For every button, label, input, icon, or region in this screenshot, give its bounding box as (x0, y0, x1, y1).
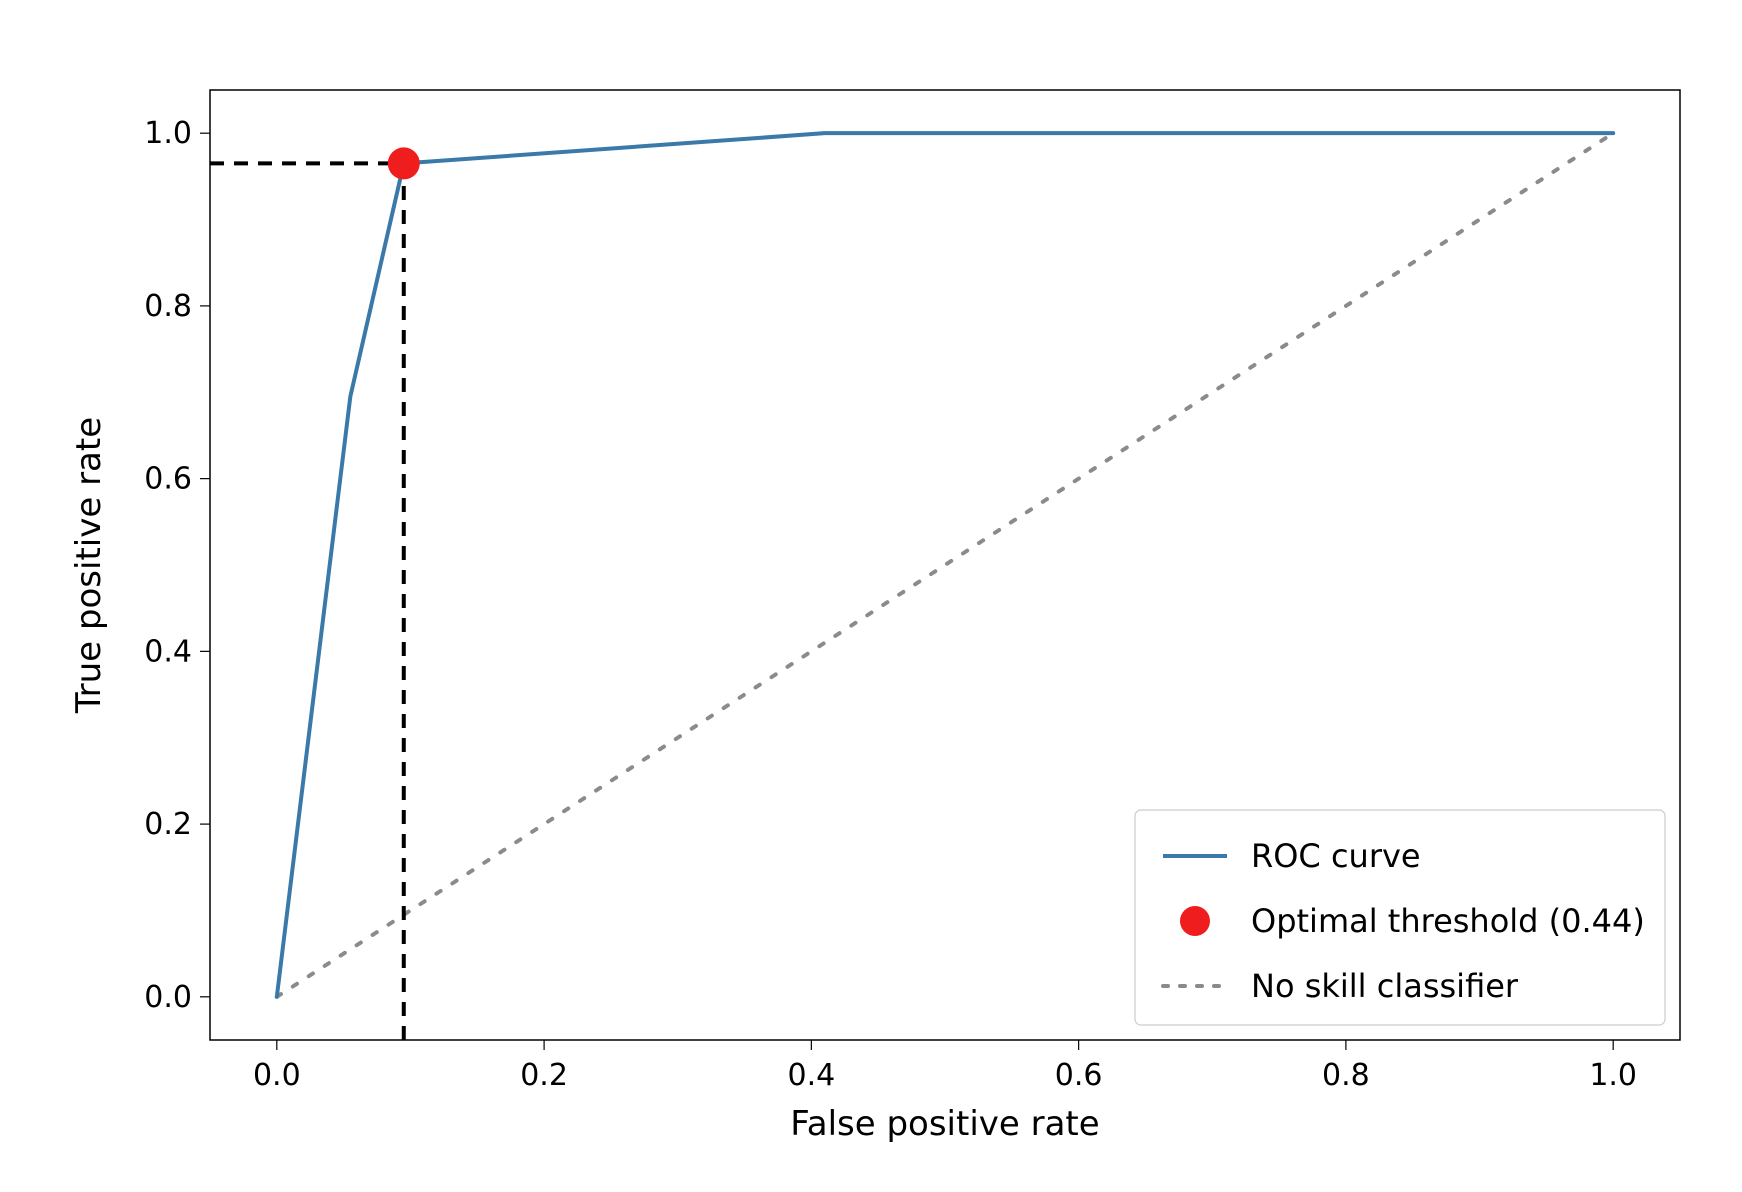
x-tick-label: 0.6 (1055, 1058, 1103, 1093)
y-tick-label: 0.8 (144, 289, 192, 324)
legend-noskill-label: No skill classifier (1251, 967, 1519, 1005)
x-axis-label: False positive rate (790, 1104, 1099, 1144)
optimal-threshold-marker (388, 147, 420, 179)
legend-roc-label: ROC curve (1251, 837, 1421, 875)
chart-svg: 0.0 0.2 0.4 0.6 0.8 1.0 False positive rate 0.0… (40, 40, 1702, 1152)
y-axis-label: True positive rate (69, 417, 109, 714)
y-tick-label: 1.0 (144, 116, 192, 151)
x-tick-label: 0.8 (1322, 1058, 1370, 1093)
x-tick-label: 1.0 (1589, 1058, 1637, 1093)
y-tick-label: 0.4 (144, 634, 192, 669)
y-tick-label: 0.0 (144, 980, 192, 1015)
x-tick-label: 0.2 (520, 1058, 568, 1093)
y-tick-label: 0.6 (144, 462, 192, 497)
x-tick-label: 0.0 (253, 1058, 301, 1093)
roc-chart: 0.0 0.2 0.4 0.6 0.8 1.0 False positive rate 0.0… (40, 40, 1702, 1152)
legend: ROC curve Optimal threshold (0.44) No skil… (1135, 810, 1665, 1025)
y-tick-label: 0.2 (144, 807, 192, 842)
legend-optimal-label: Optimal threshold (0.44) (1251, 902, 1645, 940)
legend-optimal-sample (1180, 906, 1210, 936)
x-tick-label: 0.4 (788, 1058, 836, 1093)
